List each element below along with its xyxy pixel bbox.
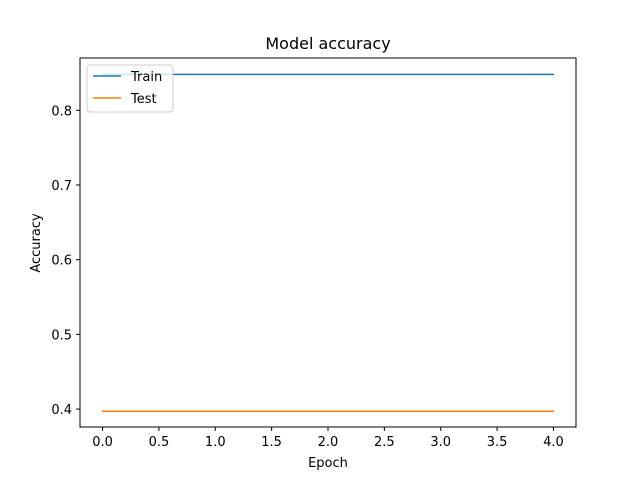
chart-title: Model accuracy — [265, 34, 390, 53]
x-tick-label: 2.5 — [374, 435, 395, 450]
y-tick-label: 0.6 — [51, 254, 72, 269]
y-axis-label: Accuracy — [29, 213, 44, 273]
x-tick-label: 0.5 — [149, 435, 170, 450]
x-tick-label: 0.0 — [92, 435, 113, 450]
y-tick-label: 0.5 — [51, 328, 72, 343]
series-lines — [101, 73, 555, 413]
x-axis-ticks: 0.0 0.5 1.0 1.5 2.0 2.5 3.0 3.5 4.0 — [92, 427, 564, 450]
x-axis-label: Epoch — [308, 456, 348, 471]
x-tick-label: 2.0 — [318, 435, 339, 450]
legend-label-test: Test — [130, 92, 157, 107]
legend: Train Test — [86, 64, 174, 113]
x-tick-label: 3.0 — [430, 435, 451, 450]
x-tick-label: 1.5 — [261, 435, 282, 450]
y-tick-label: 0.8 — [51, 104, 72, 119]
y-axis-ticks: 0.4 0.5 0.6 0.7 0.8 — [51, 104, 80, 418]
y-tick-label: 0.4 — [51, 403, 72, 418]
legend-label-train: Train — [130, 70, 162, 85]
x-tick-label: 1.0 — [205, 435, 226, 450]
y-tick-label: 0.7 — [51, 179, 72, 194]
x-tick-label: 4.0 — [543, 435, 564, 450]
x-tick-label: 3.5 — [487, 435, 508, 450]
